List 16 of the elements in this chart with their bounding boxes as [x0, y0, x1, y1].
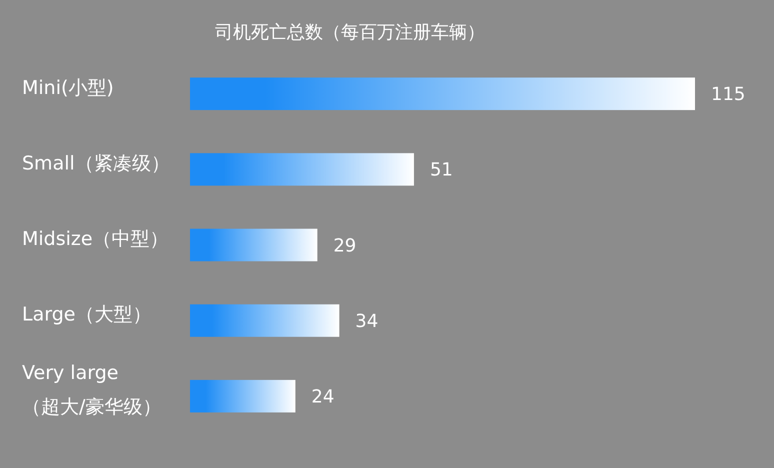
y-tick-label: Midsize（中型） — [22, 228, 169, 250]
data-label: 29 — [333, 235, 356, 256]
bar — [190, 78, 695, 110]
bar — [190, 380, 296, 412]
y-tick-label: Very large（超大/豪华级） — [22, 362, 162, 418]
bar — [190, 153, 414, 186]
bar — [190, 228, 318, 262]
chart-title: 司机死亡总数（每百万注册车辆） — [215, 22, 485, 43]
bar — [190, 304, 340, 337]
y-tick-label: Large（大型） — [22, 304, 152, 326]
y-tick-label: Mini(小型) — [22, 76, 114, 99]
data-label: 34 — [355, 310, 378, 332]
data-label: 51 — [430, 160, 453, 181]
y-tick-label: Small（紧凑级） — [22, 152, 170, 174]
data-label: 24 — [311, 386, 334, 408]
data-label: 115 — [711, 84, 746, 106]
